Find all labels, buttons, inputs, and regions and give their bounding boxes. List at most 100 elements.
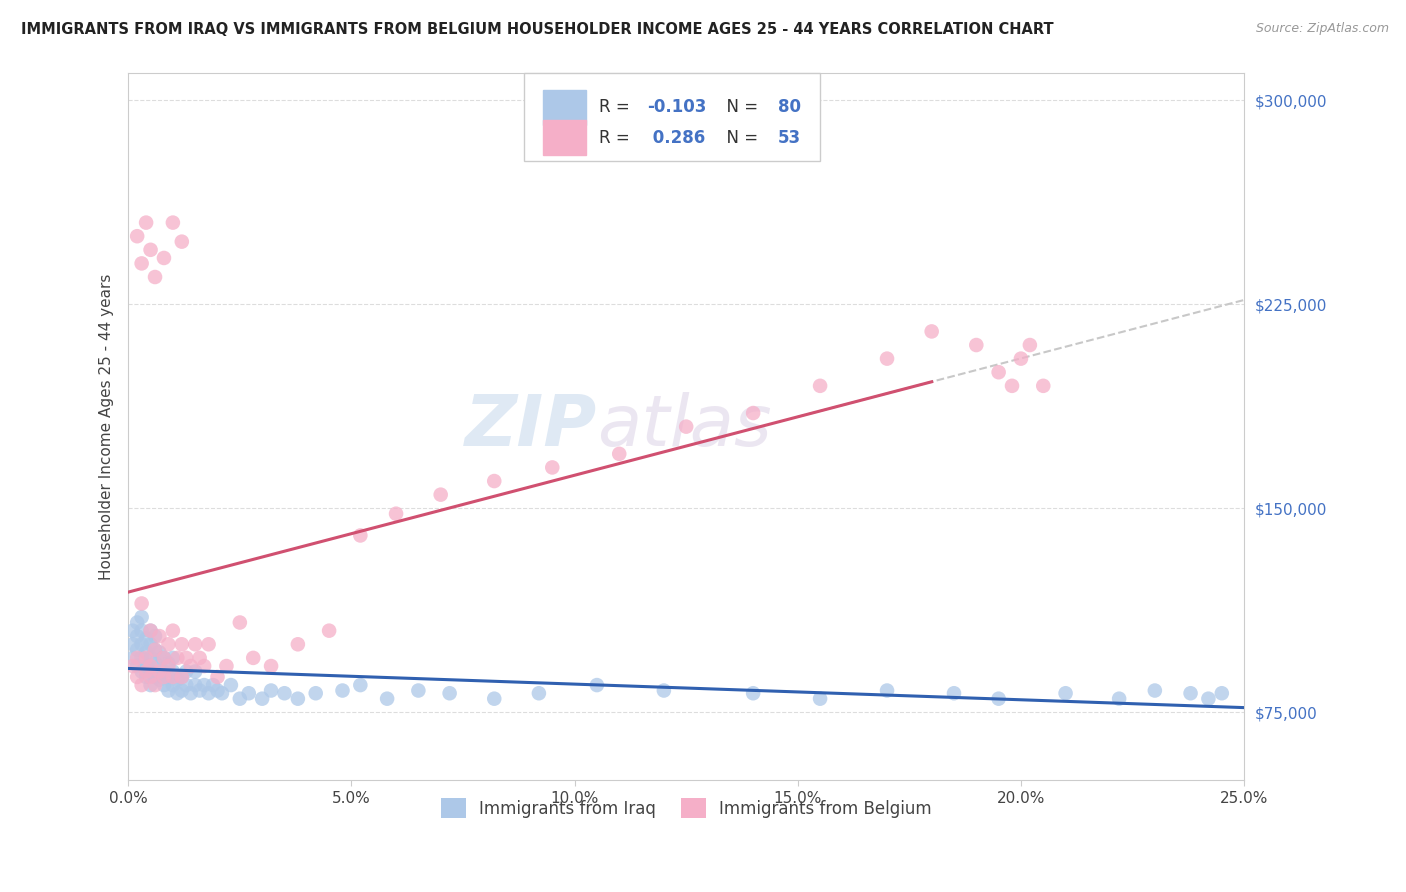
Point xyxy=(349,528,371,542)
Point xyxy=(127,615,149,630)
Bar xyxy=(543,120,586,155)
Point xyxy=(127,229,149,244)
Point xyxy=(162,651,184,665)
Point xyxy=(207,683,229,698)
Point xyxy=(170,670,193,684)
Point xyxy=(135,651,157,665)
Point xyxy=(153,670,176,684)
Point xyxy=(148,665,170,679)
Point xyxy=(121,651,143,665)
Point xyxy=(143,629,166,643)
Point xyxy=(153,651,176,665)
Bar xyxy=(543,90,586,125)
Point xyxy=(157,683,180,698)
Point xyxy=(166,686,188,700)
Point xyxy=(153,251,176,265)
Point xyxy=(162,665,184,679)
FancyBboxPatch shape xyxy=(524,73,820,161)
Point xyxy=(541,460,564,475)
Point xyxy=(349,678,371,692)
Point xyxy=(170,637,193,651)
Point xyxy=(1018,338,1040,352)
Point xyxy=(211,686,233,700)
Text: R =: R = xyxy=(599,128,636,146)
Point xyxy=(170,670,193,684)
Point xyxy=(143,657,166,671)
Point xyxy=(162,678,184,692)
Point xyxy=(385,507,408,521)
Point xyxy=(219,678,242,692)
Text: 80: 80 xyxy=(778,98,800,117)
Point xyxy=(184,637,207,651)
Point xyxy=(131,624,153,638)
Point xyxy=(131,256,153,270)
Point xyxy=(484,474,506,488)
Point xyxy=(153,665,176,679)
Point xyxy=(148,659,170,673)
Point xyxy=(742,686,765,700)
Point xyxy=(439,686,461,700)
Point xyxy=(1180,686,1202,700)
Point xyxy=(139,659,162,673)
Point xyxy=(143,678,166,692)
Point xyxy=(127,659,149,673)
Point xyxy=(193,659,215,673)
Point xyxy=(987,365,1010,379)
Text: N =: N = xyxy=(716,98,763,117)
Point xyxy=(1054,686,1077,700)
Point xyxy=(143,642,166,657)
Point xyxy=(1197,691,1219,706)
Legend: Immigrants from Iraq, Immigrants from Belgium: Immigrants from Iraq, Immigrants from Be… xyxy=(434,791,938,825)
Point xyxy=(148,629,170,643)
Text: IMMIGRANTS FROM IRAQ VS IMMIGRANTS FROM BELGIUM HOUSEHOLDER INCOME AGES 25 - 44 : IMMIGRANTS FROM IRAQ VS IMMIGRANTS FROM … xyxy=(21,22,1053,37)
Text: Source: ZipAtlas.com: Source: ZipAtlas.com xyxy=(1256,22,1389,36)
Point xyxy=(242,651,264,665)
Point xyxy=(135,632,157,646)
Point xyxy=(127,629,149,643)
Point xyxy=(675,419,697,434)
Point xyxy=(943,686,966,700)
Point xyxy=(215,659,238,673)
Y-axis label: Householder Income Ages 25 - 44 years: Householder Income Ages 25 - 44 years xyxy=(100,274,114,580)
Point xyxy=(157,670,180,684)
Point xyxy=(250,691,273,706)
Point xyxy=(127,670,149,684)
Point xyxy=(139,665,162,679)
Point xyxy=(139,243,162,257)
Point xyxy=(157,657,180,671)
Point xyxy=(1108,691,1130,706)
Point xyxy=(131,597,153,611)
Point xyxy=(238,686,260,700)
Text: ZIP: ZIP xyxy=(464,392,598,461)
Point xyxy=(921,325,943,339)
Point xyxy=(121,659,143,673)
Point xyxy=(135,216,157,230)
Point xyxy=(143,270,166,285)
Point xyxy=(808,691,831,706)
Point xyxy=(197,637,219,651)
Point xyxy=(429,488,451,502)
Point xyxy=(131,610,153,624)
Point xyxy=(586,678,609,692)
Point xyxy=(1010,351,1032,366)
Point xyxy=(229,615,252,630)
Point xyxy=(188,683,211,698)
Point xyxy=(170,235,193,249)
Text: 53: 53 xyxy=(778,128,801,146)
Point xyxy=(260,683,283,698)
Point xyxy=(287,691,309,706)
Point xyxy=(742,406,765,420)
Point xyxy=(166,651,188,665)
Text: N =: N = xyxy=(716,128,763,146)
Point xyxy=(876,351,898,366)
Point xyxy=(139,624,162,638)
Point xyxy=(162,624,184,638)
Point xyxy=(1032,379,1054,393)
Point xyxy=(135,670,157,684)
Point xyxy=(1001,379,1024,393)
Point xyxy=(180,659,202,673)
Point xyxy=(153,651,176,665)
Point xyxy=(260,659,283,673)
Point xyxy=(135,665,157,679)
Point xyxy=(965,338,987,352)
